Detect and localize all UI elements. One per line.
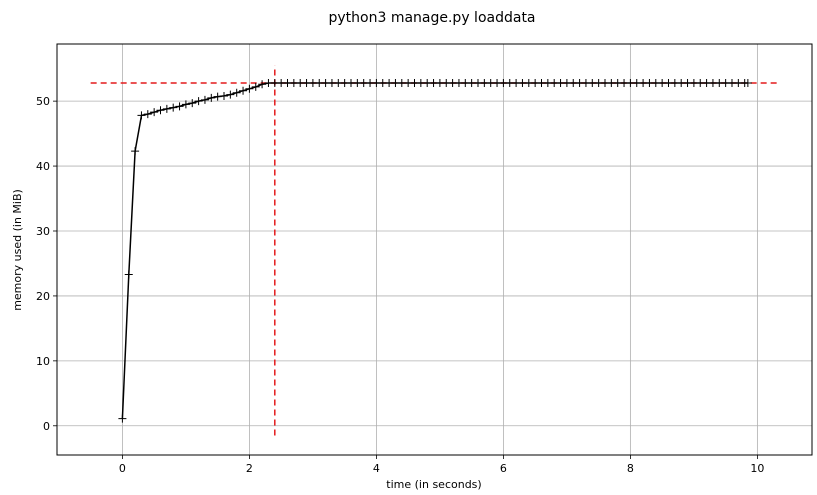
data-point-marker: [156, 106, 165, 115]
memory-series-line: [121, 82, 748, 419]
grid-lines: [57, 44, 812, 455]
data-point-marker: [169, 103, 178, 112]
data-point-marker: [181, 100, 190, 109]
y-tick-label: 30: [36, 225, 50, 238]
data-point-marker: [194, 97, 203, 106]
data-point-marker: [150, 108, 159, 117]
y-tick-label: 10: [36, 355, 50, 368]
data-point-marker: [137, 111, 146, 120]
data-point-marker: [220, 91, 229, 100]
data-point-marker: [245, 84, 254, 93]
y-axis-ticks: 0 10 20 30 40 50: [36, 95, 57, 433]
x-tick-label: 0: [119, 462, 126, 475]
x-axis-label: time (in seconds): [386, 478, 481, 491]
data-point-marker: [226, 90, 235, 99]
chart-title: python3 manage.py loaddata: [328, 10, 535, 26]
y-tick-label: 40: [36, 160, 50, 173]
data-point-marker: [232, 88, 241, 97]
x-tick-label: 8: [627, 462, 634, 475]
data-point-marker: [200, 95, 209, 104]
data-point-marker: [175, 102, 184, 111]
data-point-marker: [118, 414, 127, 423]
data-point-marker: [124, 270, 133, 279]
data-point-marker: [251, 82, 260, 91]
y-axis-label: memory used (in MiB): [11, 189, 24, 311]
x-tick-label: 4: [373, 462, 380, 475]
data-point-marker: [143, 110, 152, 119]
reference-lines: [90, 65, 780, 436]
data-point-marker: [213, 92, 222, 101]
x-tick-label: 6: [500, 462, 507, 475]
x-tick-label: 10: [750, 462, 764, 475]
data-point-marker: [207, 93, 216, 102]
data-point-marker: [239, 86, 248, 95]
y-tick-label: 20: [36, 290, 50, 303]
x-tick-label: 2: [246, 462, 253, 475]
data-point-marker: [258, 80, 267, 89]
data-point-marker: [131, 147, 140, 156]
data-point-marker: [162, 104, 171, 113]
x-axis-ticks: 0 2 4 6 8 10: [119, 455, 764, 475]
data-point-marker: [743, 78, 752, 87]
plot-frame: [56, 43, 813, 456]
series-group: [118, 78, 752, 423]
y-tick-label: 0: [43, 420, 50, 433]
data-point-marker: [188, 99, 197, 108]
y-tick-label: 50: [36, 95, 50, 108]
